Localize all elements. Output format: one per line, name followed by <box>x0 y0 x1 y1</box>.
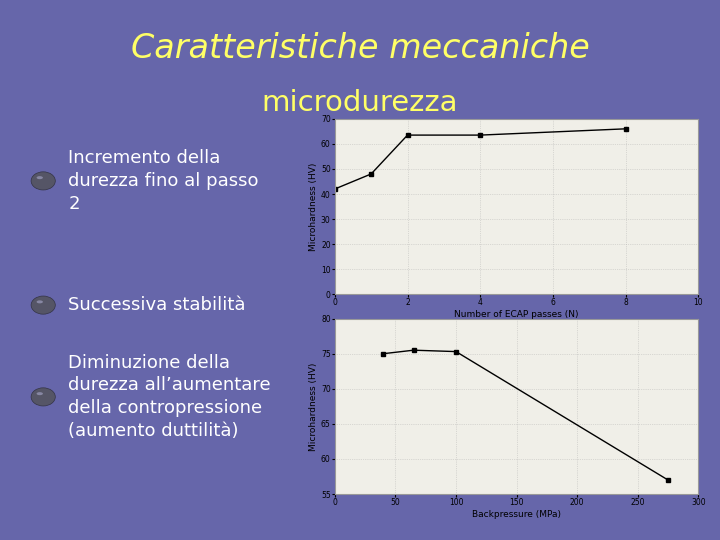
Circle shape <box>31 296 55 314</box>
Ellipse shape <box>37 176 43 179</box>
Text: Diminuzione della
durezza all’aumentare
della contropressione
(aumento duttilità: Diminuzione della durezza all’aumentare … <box>68 354 271 440</box>
Text: Caratteristiche meccaniche: Caratteristiche meccaniche <box>130 32 590 65</box>
Ellipse shape <box>37 392 43 395</box>
Text: Successiva stabilità: Successiva stabilità <box>68 296 246 314</box>
Text: Incremento della
durezza fino al passo
2: Incremento della durezza fino al passo 2 <box>68 149 259 213</box>
X-axis label: Number of ECAP passes (N): Number of ECAP passes (N) <box>454 310 579 319</box>
Text: microdurezza: microdurezza <box>262 89 458 117</box>
Y-axis label: Microhardness (HV): Microhardness (HV) <box>309 163 318 251</box>
Circle shape <box>31 172 55 190</box>
X-axis label: Backpressure (MPa): Backpressure (MPa) <box>472 510 561 519</box>
Circle shape <box>31 388 55 406</box>
Y-axis label: Microhardness (HV): Microhardness (HV) <box>309 362 318 450</box>
Ellipse shape <box>37 300 43 303</box>
